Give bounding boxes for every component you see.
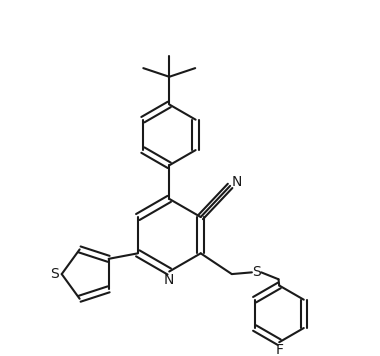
Text: N: N (164, 273, 174, 287)
Text: F: F (276, 343, 284, 356)
Text: N: N (232, 176, 242, 189)
Text: S: S (252, 265, 260, 279)
Text: S: S (51, 267, 59, 281)
